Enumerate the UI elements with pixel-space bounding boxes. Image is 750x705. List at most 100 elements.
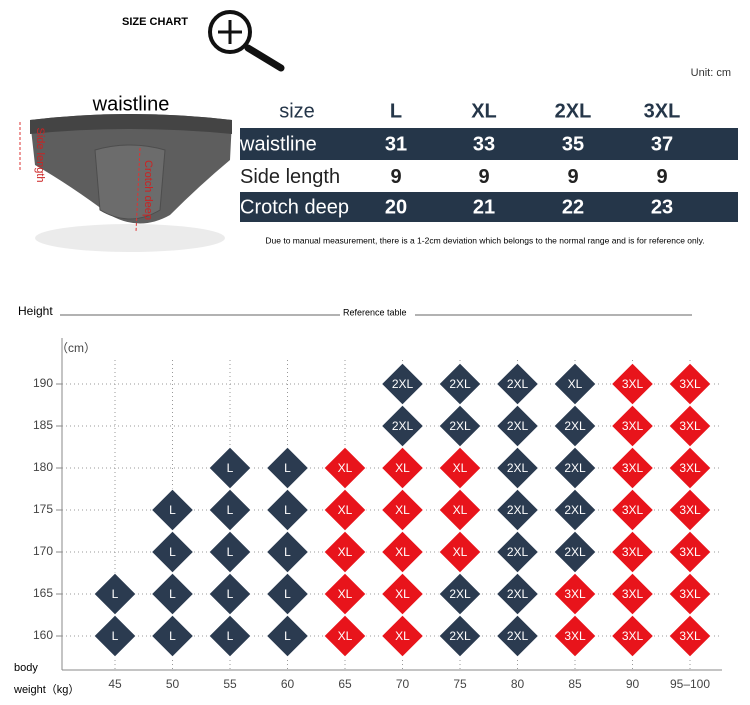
size-diamond bbox=[150, 614, 195, 658]
x-tick-label: 85 bbox=[568, 677, 582, 691]
x-title-1: body bbox=[14, 662, 38, 674]
size-label: L bbox=[284, 461, 291, 475]
y-tick-label: 160 bbox=[33, 628, 53, 642]
y-tick-label: 170 bbox=[33, 544, 53, 558]
size-label: 2XL bbox=[449, 629, 471, 643]
size-label: L bbox=[284, 503, 291, 517]
table-value: 23 bbox=[651, 196, 673, 218]
size-label: 3XL bbox=[564, 629, 586, 643]
size-label: XL bbox=[568, 377, 583, 391]
table-row bbox=[240, 192, 738, 222]
y-tick-label: 190 bbox=[33, 376, 53, 390]
size-label: L bbox=[169, 587, 176, 601]
x-tick-label: 55 bbox=[223, 677, 237, 691]
table-row bbox=[240, 162, 738, 191]
size-label: 2XL bbox=[564, 503, 586, 517]
table-value: 9 bbox=[390, 166, 401, 188]
size-diamond bbox=[495, 614, 540, 658]
size-label: L bbox=[284, 629, 291, 643]
size-label: XL bbox=[395, 461, 410, 475]
column-header: size bbox=[279, 100, 315, 122]
x-tick-label: 60 bbox=[281, 677, 295, 691]
size-label: 3XL bbox=[679, 503, 701, 517]
table-value: 22 bbox=[562, 196, 584, 218]
size-label: L bbox=[227, 587, 234, 601]
y-tick-label: 180 bbox=[33, 460, 53, 474]
table-value: 21 bbox=[473, 196, 495, 218]
size-label: 3XL bbox=[622, 503, 644, 517]
y-tick-label: 175 bbox=[33, 502, 53, 516]
size-label: XL bbox=[395, 503, 410, 517]
size-diamond bbox=[265, 614, 310, 658]
y-tick-label: 185 bbox=[33, 418, 53, 432]
size-label: 2XL bbox=[507, 461, 529, 475]
size-label: XL bbox=[395, 545, 410, 559]
table-value: 9 bbox=[656, 166, 667, 188]
size-diamond bbox=[610, 614, 655, 658]
size-label: 2XL bbox=[392, 377, 414, 391]
magnifier-icon bbox=[208, 10, 285, 72]
row-label: Crotch deep bbox=[240, 196, 349, 218]
size-label: 2XL bbox=[564, 461, 586, 475]
size-label: XL bbox=[338, 503, 353, 517]
size-label: 2XL bbox=[449, 587, 471, 601]
size-label: L bbox=[284, 587, 291, 601]
size-label: XL bbox=[338, 461, 353, 475]
x-tick-label: 65 bbox=[338, 677, 352, 691]
table-value: 9 bbox=[478, 166, 489, 188]
x-tick-label: 70 bbox=[396, 677, 410, 691]
size-label: 2XL bbox=[507, 545, 529, 559]
size-diamond bbox=[438, 614, 482, 658]
row-label: waistline bbox=[239, 133, 317, 155]
size-label: XL bbox=[453, 461, 468, 475]
size-label: 3XL bbox=[679, 377, 701, 391]
column-header: L bbox=[390, 100, 402, 122]
size-label: 2XL bbox=[392, 419, 414, 433]
size-diamond bbox=[553, 614, 597, 658]
x-title-2: weight（kg） bbox=[13, 683, 79, 696]
image-side-label: Side length bbox=[34, 127, 46, 182]
size-label: 2XL bbox=[507, 587, 529, 601]
size-label: 2XL bbox=[507, 503, 529, 517]
size-label: XL bbox=[338, 629, 353, 643]
unit-label: Unit: cm bbox=[691, 67, 731, 79]
size-label: XL bbox=[453, 545, 468, 559]
column-header: 2XL bbox=[555, 100, 592, 122]
size-label: L bbox=[227, 545, 234, 559]
size-label: 2XL bbox=[507, 629, 529, 643]
size-label: 3XL bbox=[622, 377, 644, 391]
size-table: size L XL 2XL 3XL waistline 31 33 35 37 Side lengt… bbox=[239, 100, 738, 222]
table-value: 35 bbox=[562, 133, 584, 155]
reference-grid: 190 185 180 175 170 165 160 45 50 55 60 65 70 75 80 85 9… bbox=[33, 360, 722, 691]
size-label: XL bbox=[338, 587, 353, 601]
x-tick-label: 50 bbox=[166, 677, 180, 691]
size-label: 3XL bbox=[622, 587, 644, 601]
table-value: 33 bbox=[473, 133, 495, 155]
size-diamond bbox=[208, 614, 252, 658]
size-label: 3XL bbox=[679, 629, 701, 643]
size-label: XL bbox=[338, 545, 353, 559]
size-label: 2XL bbox=[564, 419, 586, 433]
size-label: L bbox=[284, 545, 291, 559]
product-image: Side length Crotch deep bbox=[19, 114, 232, 252]
column-header: 3XL bbox=[644, 100, 681, 122]
page-title: SIZE CHART bbox=[122, 16, 188, 28]
x-tick-label: 75 bbox=[453, 677, 467, 691]
size-label: 3XL bbox=[564, 587, 586, 601]
size-label: 3XL bbox=[622, 545, 644, 559]
size-label: 2XL bbox=[507, 377, 529, 391]
x-tick-label: 80 bbox=[511, 677, 525, 691]
size-diamond bbox=[93, 614, 137, 658]
note: Due to manual measurement, there is a 1-… bbox=[265, 235, 704, 245]
row-label: Side length bbox=[240, 166, 340, 188]
x-tick-label: 90 bbox=[626, 677, 640, 691]
y-title: Height bbox=[18, 304, 53, 318]
size-label: XL bbox=[453, 503, 468, 517]
size-label: 3XL bbox=[622, 629, 644, 643]
size-label: L bbox=[112, 629, 119, 643]
size-label: 3XL bbox=[679, 461, 701, 475]
size-label: L bbox=[169, 629, 176, 643]
x-tick-label: 45 bbox=[108, 677, 122, 691]
column-header: XL bbox=[471, 100, 497, 122]
size-diamond bbox=[380, 614, 425, 658]
